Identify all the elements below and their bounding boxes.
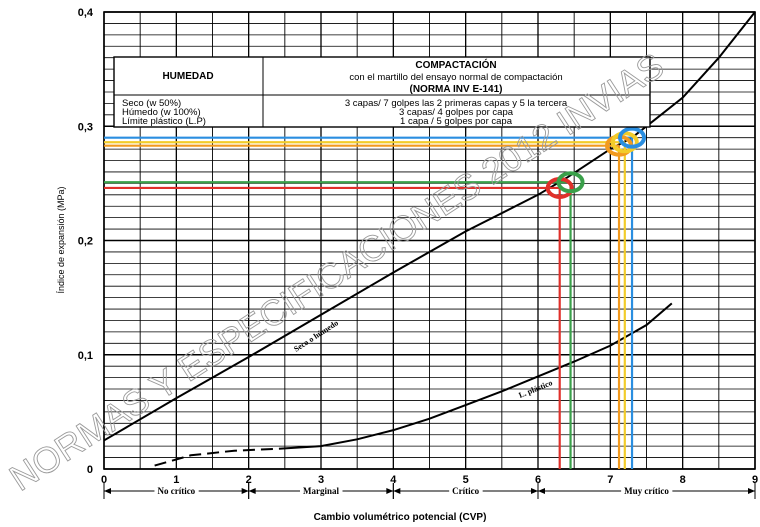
- chart-ticks: 0 1 2 3 4 5 6 7 8 9 0 0,1 0,2 0,3 0,4: [78, 7, 758, 486]
- plot-frame: [103, 11, 756, 470]
- table-row-3-compactacion: 1 capa / 5 golpes por capa: [400, 116, 513, 127]
- zone-arrow-left: [393, 488, 401, 494]
- zone-label: Muy crítico: [624, 486, 669, 496]
- x-tick-label: 4: [390, 474, 397, 486]
- x-tick-label: 6: [535, 474, 541, 486]
- zone-label: Marginal: [303, 486, 339, 496]
- x-tick-label: 3: [318, 474, 324, 486]
- chart-curves: [103, 11, 756, 467]
- table-header-compactacion: COMPACTACIÓN: [415, 58, 496, 71]
- zone-arrow-left: [538, 488, 545, 494]
- zone-label: No crítico: [157, 486, 195, 496]
- y-tick-label: 0,4: [78, 7, 94, 19]
- table-header-compactacion-sub: con el martillo del ensayo normal de com…: [349, 72, 562, 83]
- zone-arrow-left: [104, 488, 111, 494]
- highlight-ring: [556, 171, 585, 194]
- zone-arrow-right: [241, 488, 249, 494]
- x-tick-label: 9: [752, 474, 758, 486]
- zone-label-bg: [154, 485, 199, 497]
- zone-label-bg: [449, 485, 483, 497]
- table-row-3-humedad: Límite plástico (L.P): [122, 116, 206, 127]
- zone-arrow-right: [748, 488, 755, 494]
- x-tick-label: 5: [463, 474, 469, 486]
- x-tick-label: 1: [173, 474, 179, 486]
- y-tick-label: 0,1: [78, 350, 93, 362]
- highlight-ring: [618, 126, 647, 149]
- table-row-2-humedad: Húmedo (w 100%): [122, 107, 201, 118]
- zone-arrow-left: [248, 488, 256, 494]
- y-tick-label: 0,3: [78, 121, 93, 133]
- y-tick-label: 0,2: [78, 236, 93, 248]
- x-tick-label: 2: [246, 474, 252, 486]
- x-tick-label: 0: [101, 474, 107, 486]
- table-row-2-compactacion: 3 capas/ 4 golpes por capa: [399, 107, 514, 118]
- table-row-1-humedad: Seco (w 50%): [122, 98, 181, 109]
- series-l-plastico-dashed: [154, 447, 285, 467]
- zone-label-bg: [621, 485, 673, 497]
- highlight-ring: [610, 131, 639, 154]
- table-header-norma: (NORMA INV E-141): [410, 84, 503, 95]
- table-header-humedad: HUMEDAD: [162, 71, 213, 82]
- y-axis-title: Índice de expansión (MPa): [56, 186, 66, 293]
- series-l-plastico-line: [284, 302, 673, 450]
- zone-label-bg: [300, 485, 343, 497]
- zone-arrow-right: [386, 488, 394, 494]
- x-tick-label: 7: [607, 474, 613, 486]
- zone-arrow-right: [531, 488, 538, 494]
- criticality-zones: No crítico Marginal Crítico Muy crítico: [103, 483, 756, 499]
- chart-highlights: [104, 126, 647, 469]
- zone-label: Crítico: [452, 486, 479, 496]
- series-seco-humedo-line: [103, 11, 756, 442]
- compaction-table: HUMEDAD COMPACTACIÓN con el martillo del…: [113, 56, 651, 128]
- curve-label-seco-humedo: Seco o húmedo: [292, 318, 340, 353]
- table-row-1-compactacion: 3 capas/ 7 golpes las 2 primeras capas y…: [345, 98, 568, 109]
- x-axis-title: Cambio volumétrico potencial (CVP): [314, 512, 487, 523]
- y-tick-label: 0: [87, 464, 93, 476]
- x-tick-label: 8: [680, 474, 686, 486]
